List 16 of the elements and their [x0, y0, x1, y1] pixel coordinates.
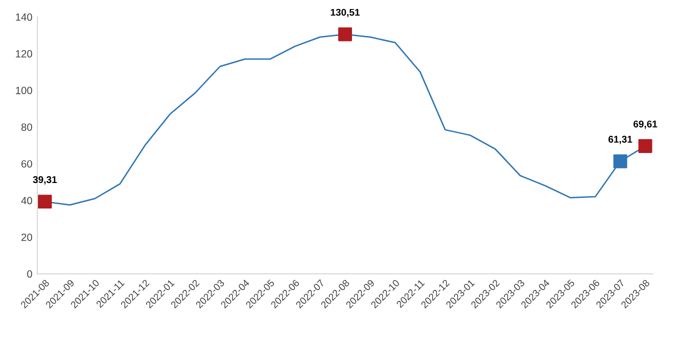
y-tick-label: 120	[16, 50, 32, 58]
y-tick-label: 0	[27, 270, 32, 278]
point	[38, 194, 52, 209]
y-tick-label: 60	[21, 160, 32, 168]
data-label: 61,31	[608, 136, 632, 144]
y-tick-label: 100	[16, 86, 32, 94]
y-tick-label: 40	[21, 196, 32, 204]
y-tick-label: 140	[16, 13, 32, 21]
y-tick-label: 20	[21, 234, 32, 241]
data-label: 69,61	[633, 120, 658, 129]
data-label: 39,31	[32, 176, 57, 184]
data-label: 130,51	[330, 8, 360, 18]
y-tick-label: 80	[21, 123, 32, 131]
point	[638, 139, 652, 153]
point	[338, 27, 352, 42]
point	[613, 154, 628, 168]
